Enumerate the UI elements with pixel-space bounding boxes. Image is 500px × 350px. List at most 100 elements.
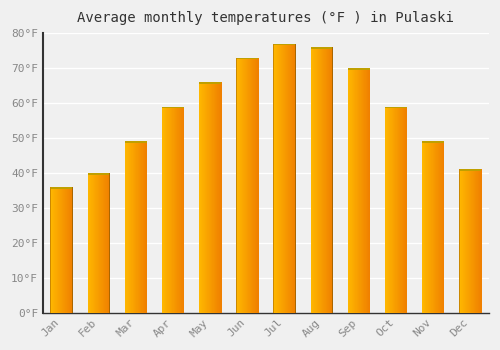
Bar — [219, 82, 220, 313]
Bar — [96, 173, 97, 313]
Bar — [466, 169, 467, 313]
Bar — [138, 141, 139, 313]
Bar — [62, 187, 63, 313]
Bar — [97, 173, 98, 313]
Bar — [182, 106, 184, 313]
Bar — [50, 187, 72, 189]
Bar — [431, 141, 432, 313]
Bar — [329, 47, 330, 313]
Bar — [325, 47, 326, 313]
Bar — [476, 169, 477, 313]
Bar — [463, 169, 464, 313]
Bar — [432, 141, 434, 313]
Bar — [461, 169, 462, 313]
Bar — [365, 68, 366, 313]
Bar — [254, 58, 256, 313]
Bar — [174, 106, 176, 313]
Bar — [283, 44, 284, 313]
Bar — [242, 58, 243, 313]
Bar — [397, 106, 398, 313]
Bar — [398, 106, 399, 313]
Bar — [92, 173, 94, 313]
Bar — [164, 106, 165, 313]
Bar — [326, 47, 328, 313]
Bar — [176, 106, 177, 313]
Bar — [255, 58, 256, 313]
Bar — [146, 141, 147, 313]
Bar — [391, 106, 392, 313]
Bar — [168, 106, 169, 313]
Bar — [165, 106, 166, 313]
Bar — [393, 106, 394, 313]
Bar — [199, 82, 200, 313]
Bar — [250, 58, 252, 313]
Bar — [53, 187, 54, 313]
Bar — [359, 68, 360, 313]
Bar — [163, 106, 164, 313]
Bar — [128, 141, 129, 313]
Bar — [132, 141, 134, 313]
Bar — [206, 82, 207, 313]
Bar — [402, 106, 404, 313]
Bar — [138, 141, 140, 313]
Bar — [481, 169, 482, 313]
Bar — [131, 141, 132, 313]
Bar — [51, 187, 52, 313]
Bar — [216, 82, 217, 313]
Bar — [402, 106, 403, 313]
Bar — [467, 169, 468, 313]
Bar — [136, 141, 137, 313]
Bar — [394, 106, 395, 313]
Bar — [199, 82, 222, 84]
Bar — [93, 173, 94, 313]
Bar — [98, 173, 99, 313]
Bar — [366, 68, 368, 313]
Bar — [276, 44, 277, 313]
Bar — [276, 44, 278, 313]
Bar — [280, 44, 281, 313]
Bar — [162, 106, 163, 313]
Bar — [433, 141, 434, 313]
Bar — [428, 141, 429, 313]
Bar — [434, 141, 435, 313]
Bar — [294, 44, 296, 313]
Bar — [480, 169, 481, 313]
Bar — [478, 169, 480, 313]
Bar — [424, 141, 425, 313]
Bar — [209, 82, 210, 313]
Bar — [352, 68, 354, 313]
Bar — [210, 82, 212, 313]
Bar — [239, 58, 240, 313]
Bar — [351, 68, 352, 313]
Bar — [406, 106, 407, 313]
Bar — [406, 106, 408, 313]
Bar — [210, 82, 211, 313]
Bar — [282, 44, 283, 313]
Bar — [94, 173, 95, 313]
Bar — [356, 68, 358, 313]
Bar — [236, 58, 258, 60]
Bar — [293, 44, 294, 313]
Bar — [70, 187, 71, 313]
Bar — [63, 187, 64, 313]
Bar — [134, 141, 135, 313]
Bar — [98, 173, 100, 313]
Bar — [169, 106, 170, 313]
Bar — [104, 173, 105, 313]
Bar — [174, 106, 175, 313]
Bar — [312, 47, 313, 313]
Bar — [281, 44, 282, 313]
Bar — [102, 173, 103, 313]
Bar — [241, 58, 242, 313]
Bar — [311, 47, 312, 313]
Bar — [137, 141, 138, 313]
Bar — [162, 106, 184, 108]
Bar — [102, 173, 104, 313]
Bar — [257, 58, 258, 313]
Bar — [422, 141, 424, 313]
Bar — [177, 106, 178, 313]
Bar — [56, 187, 58, 313]
Bar — [330, 47, 332, 313]
Bar — [468, 169, 469, 313]
Bar — [328, 47, 329, 313]
